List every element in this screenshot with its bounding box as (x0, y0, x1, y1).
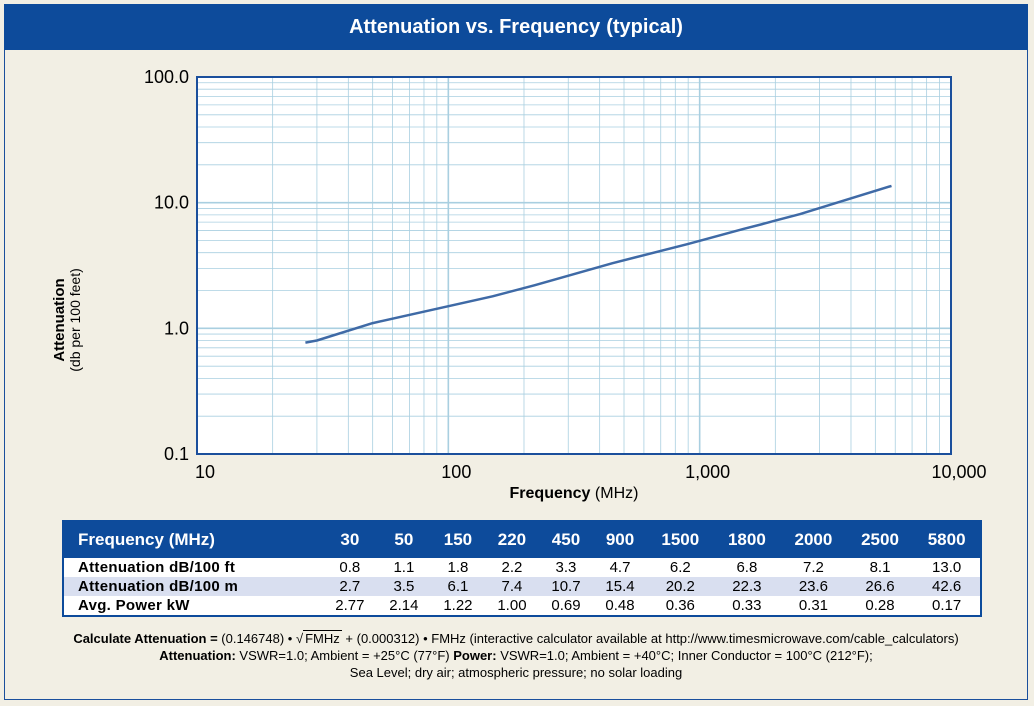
frequency-header-cell: 2000 (780, 522, 847, 558)
series-lines (305, 184, 892, 344)
x-tick-label: 100 (441, 462, 471, 482)
y-axis-label: Attenuation (db per 100 feet) (48, 180, 88, 460)
table-row: Avg. Power kW 2.77 2.14 1.22 1.00 0.69 0.48 0.3… (64, 596, 980, 615)
frequency-header-cell: 220 (484, 522, 539, 558)
frequency-header-cell: 1500 (647, 522, 714, 558)
table-cell: 3.3 (555, 559, 577, 576)
calc-part2: + (0.000312) • FMHz (interactive calcula… (345, 631, 959, 646)
sqrt-symbol: √ (295, 631, 304, 646)
table-cell: 10.7 (538, 577, 593, 596)
table-cell: 20.2 (647, 577, 714, 596)
att-text: VSWR=1.0; Ambient = +25°C (77°F) (239, 648, 450, 663)
table-cell: 1.8 (447, 559, 469, 576)
table-cell: 7.4 (484, 577, 539, 596)
y-axis-label-bold: Attenuation (51, 278, 68, 361)
plot-border (196, 76, 952, 455)
table-cell: 0.28 (865, 597, 895, 614)
table-header-label: Frequency (MHz) (64, 522, 323, 558)
chart-title: Attenuation vs. Frequency (349, 15, 601, 38)
y-tick-label: 0.1 (164, 444, 189, 464)
table-cell: 13.0 (932, 559, 962, 576)
frequency-header-cell: 50 (376, 522, 431, 558)
notes-line-1: Calculate Attenuation = (0.146748) • √ FM… (4, 630, 1028, 647)
table-cell: 15.4 (593, 577, 648, 596)
notes: Calculate Attenuation = (0.146748) • √ FM… (4, 630, 1028, 681)
table-cell: 23.6 (780, 577, 847, 596)
table-cell: 2.14 (389, 597, 419, 614)
table-cell: 1.22 (443, 597, 473, 614)
table-cell: 4.7 (609, 559, 631, 576)
table-body: Attenuation dB/100 ft 0.8 1.1 1.8 2.2 3.3 4.7 6… (64, 558, 980, 615)
notes-line-3: Sea Level; dry air; atmospheric pressure… (349, 665, 683, 680)
x-axis-label-bold: Frequency (509, 485, 591, 502)
attenuation-series-line (305, 184, 892, 344)
x-tick-label: 10 (195, 462, 215, 482)
table-header-row: Frequency (MHz) 30 50 150 220 450 900 1500 1800… (64, 522, 980, 558)
y-tick-label: 10.0 (154, 193, 189, 213)
table-cell: 0.48 (605, 597, 635, 614)
frequency-header-cell: 450 (538, 522, 593, 558)
frequency-header-cell: 30 (322, 522, 377, 558)
table-cell: 7.2 (803, 559, 824, 576)
power-label: Power: (453, 648, 497, 663)
table-cell: 0.33 (732, 597, 762, 614)
table-cell: 0.31 (798, 597, 829, 614)
chart-subtitle: (typical) (606, 15, 683, 38)
row-label: Avg. Power kW (78, 597, 190, 614)
frequency-header-cell: 150 (430, 522, 485, 558)
table-cell: 2.77 (335, 597, 365, 614)
table-cell: 6.1 (430, 577, 485, 596)
table-cell: 0.17 (932, 597, 962, 614)
table-cell: 8.1 (869, 559, 891, 576)
frequency-header-cell: 5800 (913, 522, 980, 558)
y-tick-labels: 0.1 1.0 10.0 100.0 (144, 67, 189, 464)
plot-area (197, 77, 951, 454)
chart-title-banner: Attenuation vs. Frequency (typical) (4, 4, 1028, 50)
y-tick-label: 100.0 (144, 67, 189, 87)
table-cell: 42.6 (913, 577, 980, 596)
table-row: Attenuation dB/100 m 2.7 3.5 6.1 7.4 10.7 15.4… (64, 577, 980, 596)
att-label: Attenuation: (159, 648, 236, 663)
row-label: Attenuation dB/100 m (64, 577, 323, 596)
grid-lines (197, 77, 951, 454)
table-cell: 3.5 (376, 577, 431, 596)
table-cell: 1.1 (393, 559, 415, 576)
x-axis-label-unit: (MHz) (594, 485, 639, 502)
table-cell: 6.2 (669, 559, 691, 576)
table-cell: 1.00 (497, 597, 527, 614)
frequency-header-cell: 2500 (846, 522, 914, 558)
table-cell: 2.2 (501, 559, 523, 576)
x-axis-label: Frequency (MHz) (197, 485, 951, 503)
notes-line-2: Attenuation: VSWR=1.0; Ambient = +25°C (… (4, 647, 1028, 664)
specs-table: Frequency (MHz) 30 50 150 220 450 900 1500 1800… (62, 520, 982, 617)
calc-label: Calculate Attenuation = (73, 631, 218, 646)
table-cell: 0.36 (665, 597, 695, 614)
calc-sqrt: FMHz (303, 630, 342, 646)
y-axis-label-unit: (db per 100 feet) (67, 268, 83, 372)
y-tick-label: 1.0 (164, 318, 189, 338)
table-row: Attenuation dB/100 ft 0.8 1.1 1.8 2.2 3.3 4.7 6… (64, 558, 980, 577)
power-text: VSWR=1.0; Ambient = +40°C; Inner Conduct… (500, 648, 873, 663)
table-cell: 0.8 (339, 559, 361, 576)
table-cell: 26.6 (846, 577, 914, 596)
table-cell: 22.3 (713, 577, 781, 596)
x-tick-label: 1,000 (685, 462, 730, 482)
frequency-header-cell: 900 (593, 522, 648, 558)
table-cell: 0.69 (551, 597, 581, 614)
x-tick-label: 10,000 (931, 462, 986, 482)
table-cell: 2.7 (322, 577, 377, 596)
calc-part1: (0.146748) • (221, 631, 293, 646)
table-cell: 6.8 (736, 559, 758, 576)
frequency-header-cell: 1800 (713, 522, 781, 558)
attenuation-chart: 0.1 1.0 10.0 100.0 10 100 1,000 10,000 (144, 67, 987, 482)
row-label: Attenuation dB/100 ft (78, 559, 236, 576)
x-tick-labels: 10 100 1,000 10,000 (195, 462, 987, 482)
